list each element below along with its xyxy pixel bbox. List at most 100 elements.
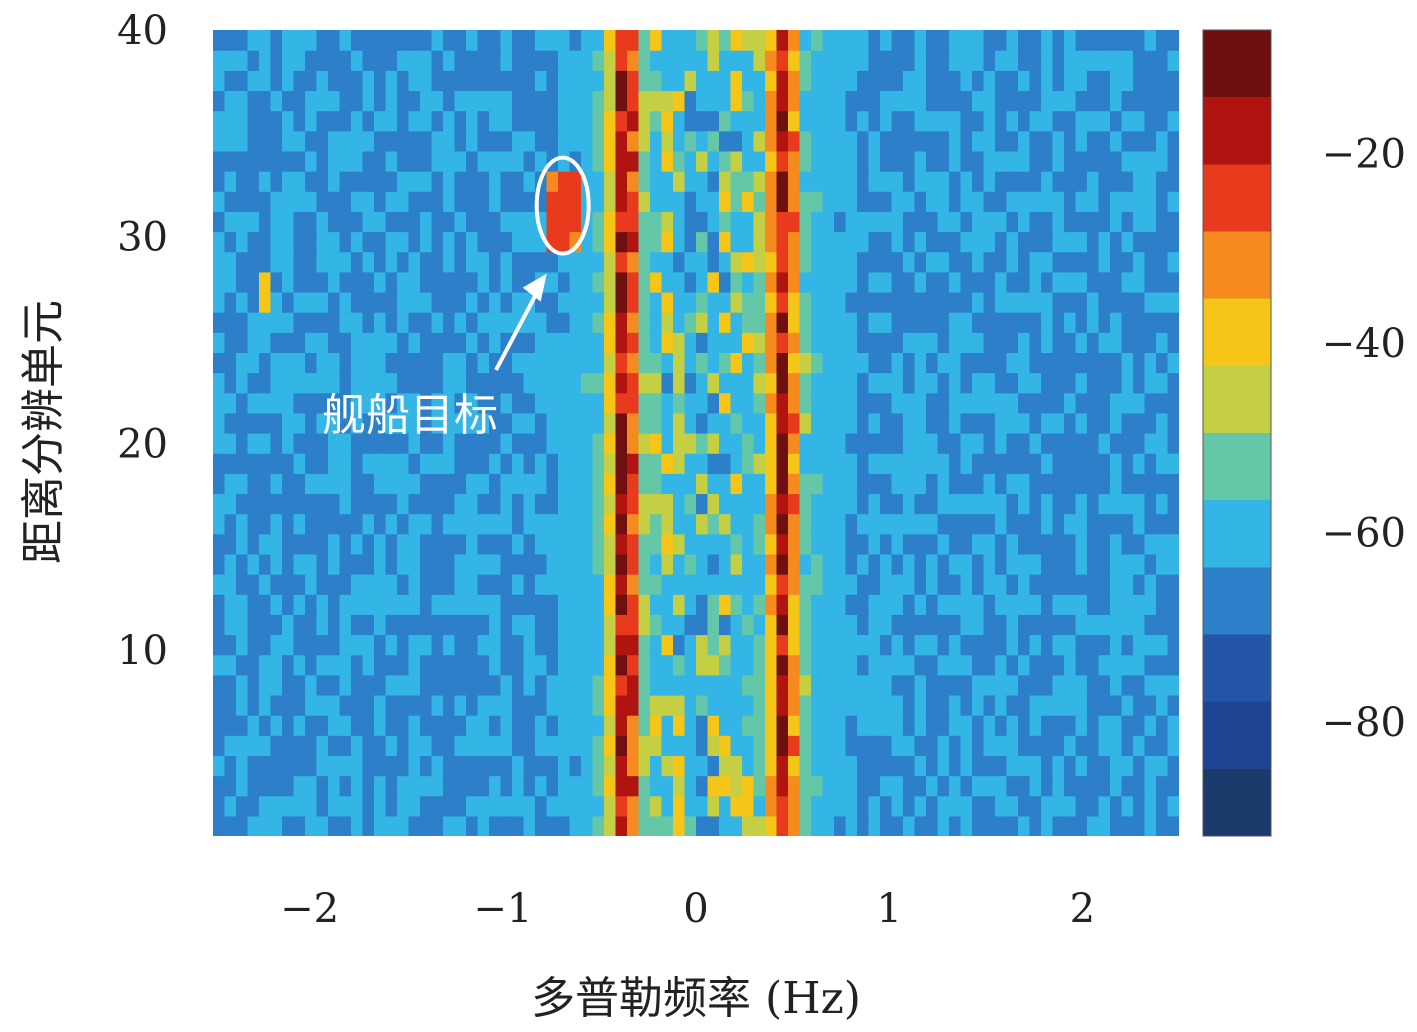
heatmap-cell <box>719 191 732 212</box>
heatmap-cell <box>891 735 904 756</box>
heatmap-cell <box>512 674 525 696</box>
heatmap-cell <box>834 70 847 92</box>
heatmap-cell <box>236 815 249 836</box>
heatmap-cell <box>500 694 513 716</box>
heatmap-cell <box>500 312 513 333</box>
heatmap-cell <box>914 634 927 656</box>
heatmap-cell <box>937 372 950 394</box>
heatmap-cell <box>293 473 306 495</box>
heatmap-cell <box>1041 815 1054 836</box>
heatmap-cell <box>500 574 513 595</box>
heatmap-cell <box>650 70 663 92</box>
heatmap-cell <box>707 674 720 696</box>
heatmap-cell <box>1029 50 1042 71</box>
heatmap-cell <box>397 533 410 555</box>
heatmap-cell <box>650 211 663 233</box>
heatmap-cell <box>719 473 732 495</box>
heatmap-cell <box>983 271 996 293</box>
heatmap-cell <box>627 211 640 233</box>
heatmap-cell <box>466 473 479 495</box>
heatmap-cell <box>615 352 628 374</box>
heatmap-cell <box>995 271 1008 293</box>
heatmap-cell <box>1110 815 1123 836</box>
heatmap-cell <box>282 392 295 414</box>
heatmap-cell <box>661 513 674 535</box>
heatmap-cell <box>224 694 237 716</box>
heatmap-cell <box>1133 50 1146 71</box>
heatmap-cell <box>1029 815 1042 836</box>
heatmap-cell <box>259 110 272 132</box>
heatmap-cell <box>500 251 513 273</box>
heatmap-cell <box>316 533 329 555</box>
heatmap-cell <box>270 553 283 575</box>
heatmap-cell <box>1052 271 1065 293</box>
heatmap-cell <box>903 513 916 535</box>
heatmap-cell <box>983 433 996 454</box>
heatmap-cell <box>569 211 582 233</box>
heatmap-cell <box>259 775 272 797</box>
heatmap-cell <box>581 775 594 797</box>
heatmap-cell <box>1133 312 1146 333</box>
heatmap-cell <box>592 735 605 756</box>
heatmap-cell <box>914 614 927 636</box>
heatmap-cell <box>949 30 962 51</box>
heatmap-cell <box>903 654 916 676</box>
heatmap-cell <box>1018 553 1031 575</box>
heatmap-cell <box>788 694 801 716</box>
heatmap-cell <box>845 312 858 333</box>
heatmap-cell <box>213 372 226 394</box>
heatmap-cell <box>661 150 674 172</box>
heatmap-cell <box>995 453 1008 474</box>
heatmap-cell <box>443 735 456 756</box>
heatmap-cell <box>1156 30 1169 51</box>
heatmap-cell <box>926 795 939 817</box>
heatmap-cell <box>730 332 743 353</box>
heatmap-cell <box>489 90 502 112</box>
heatmap-cell <box>581 433 594 454</box>
heatmap-cell <box>1144 150 1157 172</box>
heatmap-cell <box>1144 312 1157 333</box>
heatmap-cell <box>1064 110 1077 132</box>
heatmap-cell <box>569 513 582 535</box>
heatmap-cell <box>328 191 341 212</box>
heatmap-cell <box>799 735 812 756</box>
heatmap-cell <box>535 715 548 736</box>
heatmap-cell <box>1041 453 1054 474</box>
heatmap-cell <box>673 171 686 192</box>
heatmap-cell <box>834 694 847 716</box>
heatmap-cell <box>581 453 594 474</box>
heatmap-cell <box>385 755 398 777</box>
heatmap-cell <box>351 775 364 797</box>
heatmap-cell <box>535 654 548 676</box>
heatmap-cell <box>592 795 605 817</box>
heatmap-cell <box>1167 90 1179 112</box>
heatmap-cell <box>247 171 260 192</box>
heatmap-cell <box>523 513 536 535</box>
heatmap-cell <box>776 574 789 595</box>
heatmap-cell <box>1006 171 1019 192</box>
heatmap-cell <box>891 634 904 656</box>
heatmap-cell <box>972 513 985 535</box>
heatmap-cell <box>903 130 916 152</box>
heatmap-cell <box>1098 473 1111 495</box>
target-marker-ellipse <box>534 155 591 256</box>
heatmap-cell <box>454 634 467 656</box>
heatmap-cell <box>431 271 444 293</box>
heatmap-cell <box>224 674 237 696</box>
heatmap-cell <box>1121 594 1134 615</box>
heatmap-cell <box>627 312 640 333</box>
heatmap-cell <box>1098 654 1111 676</box>
heatmap-cell <box>834 211 847 233</box>
heatmap-cell <box>512 110 525 132</box>
heatmap-cell <box>638 533 651 555</box>
heatmap-cell <box>834 372 847 394</box>
heatmap-cell <box>742 211 755 233</box>
heatmap-cell <box>891 231 904 253</box>
heatmap-cell <box>1075 694 1088 716</box>
heatmap-cell <box>305 271 318 293</box>
heatmap-cell <box>374 553 387 575</box>
x-axis-ticks: −2 −1 0 1 2 <box>280 886 1095 932</box>
heatmap-cell <box>558 614 571 636</box>
heatmap-cell <box>1064 715 1077 736</box>
heatmap-cell <box>431 291 444 313</box>
